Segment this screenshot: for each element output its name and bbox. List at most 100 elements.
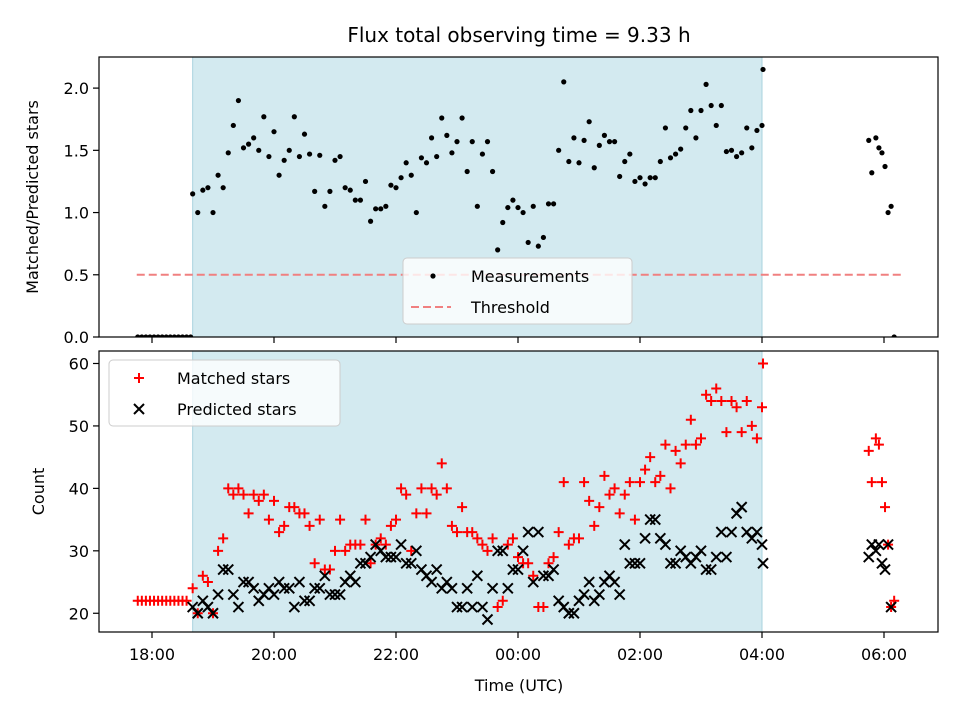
measurement-point — [251, 135, 257, 141]
predicted-star-point — [756, 538, 768, 551]
predicted-star-point — [873, 538, 885, 551]
matched-star-point — [197, 570, 208, 581]
measurement-point — [183, 334, 190, 337]
measurement-point — [190, 191, 196, 197]
matched-star-point — [696, 433, 706, 444]
matched-star-point — [563, 539, 574, 550]
matched-star-point — [436, 458, 447, 469]
measurement-point — [617, 173, 623, 180]
predicted-star-point — [400, 557, 412, 570]
matched-star-point — [340, 545, 351, 556]
x-tick-label: 00:00 — [495, 645, 541, 664]
measurement-point — [566, 158, 572, 165]
matched-star-point — [507, 533, 518, 544]
predicted-star-point — [649, 513, 661, 526]
predicted-star-point — [757, 557, 769, 570]
measurement-point — [876, 145, 882, 151]
matched-star-point — [243, 508, 254, 519]
y-tick-label: 30 — [69, 542, 89, 561]
measurement-point — [637, 175, 643, 181]
measurement-point — [281, 157, 287, 163]
matched-star-point — [457, 502, 468, 513]
predicted-star-point — [593, 588, 606, 601]
matched-star-point — [406, 545, 417, 556]
measurement-point — [159, 334, 165, 337]
predicted-star-point — [870, 545, 882, 557]
matched-star-point — [558, 477, 569, 488]
predicted-star-point — [288, 601, 301, 613]
measurement-point — [515, 204, 521, 211]
matched-star-point — [416, 483, 427, 494]
predicted-star-point — [491, 545, 504, 557]
matched-star-point — [487, 533, 498, 544]
matched-star-point — [706, 395, 717, 406]
measurement-point — [373, 206, 379, 212]
measurement-point — [439, 115, 445, 121]
legend-marker-predicted — [133, 403, 145, 415]
predicted-star-point — [237, 576, 250, 588]
measurement-point — [276, 172, 282, 178]
matched-star-point — [355, 539, 366, 550]
matched-star-point — [619, 489, 630, 500]
measurement-point — [188, 334, 194, 337]
predicted-star-point — [507, 563, 519, 576]
measurement-point — [576, 160, 582, 166]
measurement-point — [891, 334, 897, 337]
measurement-point — [760, 66, 766, 73]
matched-star-point — [716, 395, 727, 406]
measurement-point — [362, 178, 369, 185]
matched-star-point — [548, 552, 559, 563]
predicted-star-point — [349, 576, 362, 588]
measurement-point — [688, 107, 694, 114]
measurement-point — [657, 158, 663, 165]
matched-star-point — [213, 545, 224, 556]
measurement-point — [586, 119, 592, 125]
predicted-star-point — [639, 532, 651, 545]
measurement-point — [347, 187, 353, 193]
matched-star-point — [721, 427, 732, 438]
predicted-star-point — [446, 582, 458, 594]
matched-star-point — [304, 520, 315, 531]
predicted-star-point — [568, 607, 580, 619]
predicted-star-point — [705, 563, 717, 576]
measurement-point — [342, 185, 348, 191]
matched-star-point — [360, 514, 371, 525]
matched-star-point — [335, 514, 346, 525]
predicted-star-point — [517, 545, 529, 557]
y-tick-label: 0.5 — [64, 266, 89, 285]
predicted-star-point — [608, 576, 621, 588]
matched-star-point — [731, 402, 742, 413]
measurement-point — [230, 122, 236, 129]
measurement-point — [413, 209, 419, 216]
matched-star-point — [711, 383, 722, 394]
predicted-star-point — [308, 582, 321, 594]
measurement-point — [139, 334, 145, 337]
matched-star-point — [553, 527, 564, 538]
matched-star-point — [685, 414, 696, 425]
measurement-point — [301, 131, 308, 137]
matched-star-point — [238, 489, 249, 500]
legend-label: Threshold — [470, 298, 550, 317]
predicted-star-point — [882, 538, 894, 551]
legend-label: Matched stars — [177, 369, 290, 388]
measurement-point — [479, 151, 486, 157]
x-tick-label: 06:00 — [861, 645, 907, 664]
predicted-star-point — [583, 576, 595, 588]
measurement-point — [500, 219, 506, 226]
matched-star-point — [502, 539, 513, 550]
measurement-point — [545, 201, 552, 207]
x-tick-label: 02:00 — [617, 645, 663, 664]
predicted-star-point — [735, 501, 748, 513]
predicted-star-point — [715, 526, 728, 538]
matched-star-point — [690, 439, 701, 450]
predicted-star-point — [334, 588, 346, 601]
measurement-point — [540, 234, 547, 241]
matched-star-point — [482, 545, 493, 556]
y-tick-label: 2.0 — [64, 79, 89, 98]
matched-star-point — [675, 458, 686, 469]
matched-star-point — [880, 502, 891, 513]
matched-star-point — [421, 508, 432, 519]
measurement-point — [885, 209, 891, 216]
measurement-point — [571, 135, 577, 141]
measurement-point — [337, 153, 343, 160]
